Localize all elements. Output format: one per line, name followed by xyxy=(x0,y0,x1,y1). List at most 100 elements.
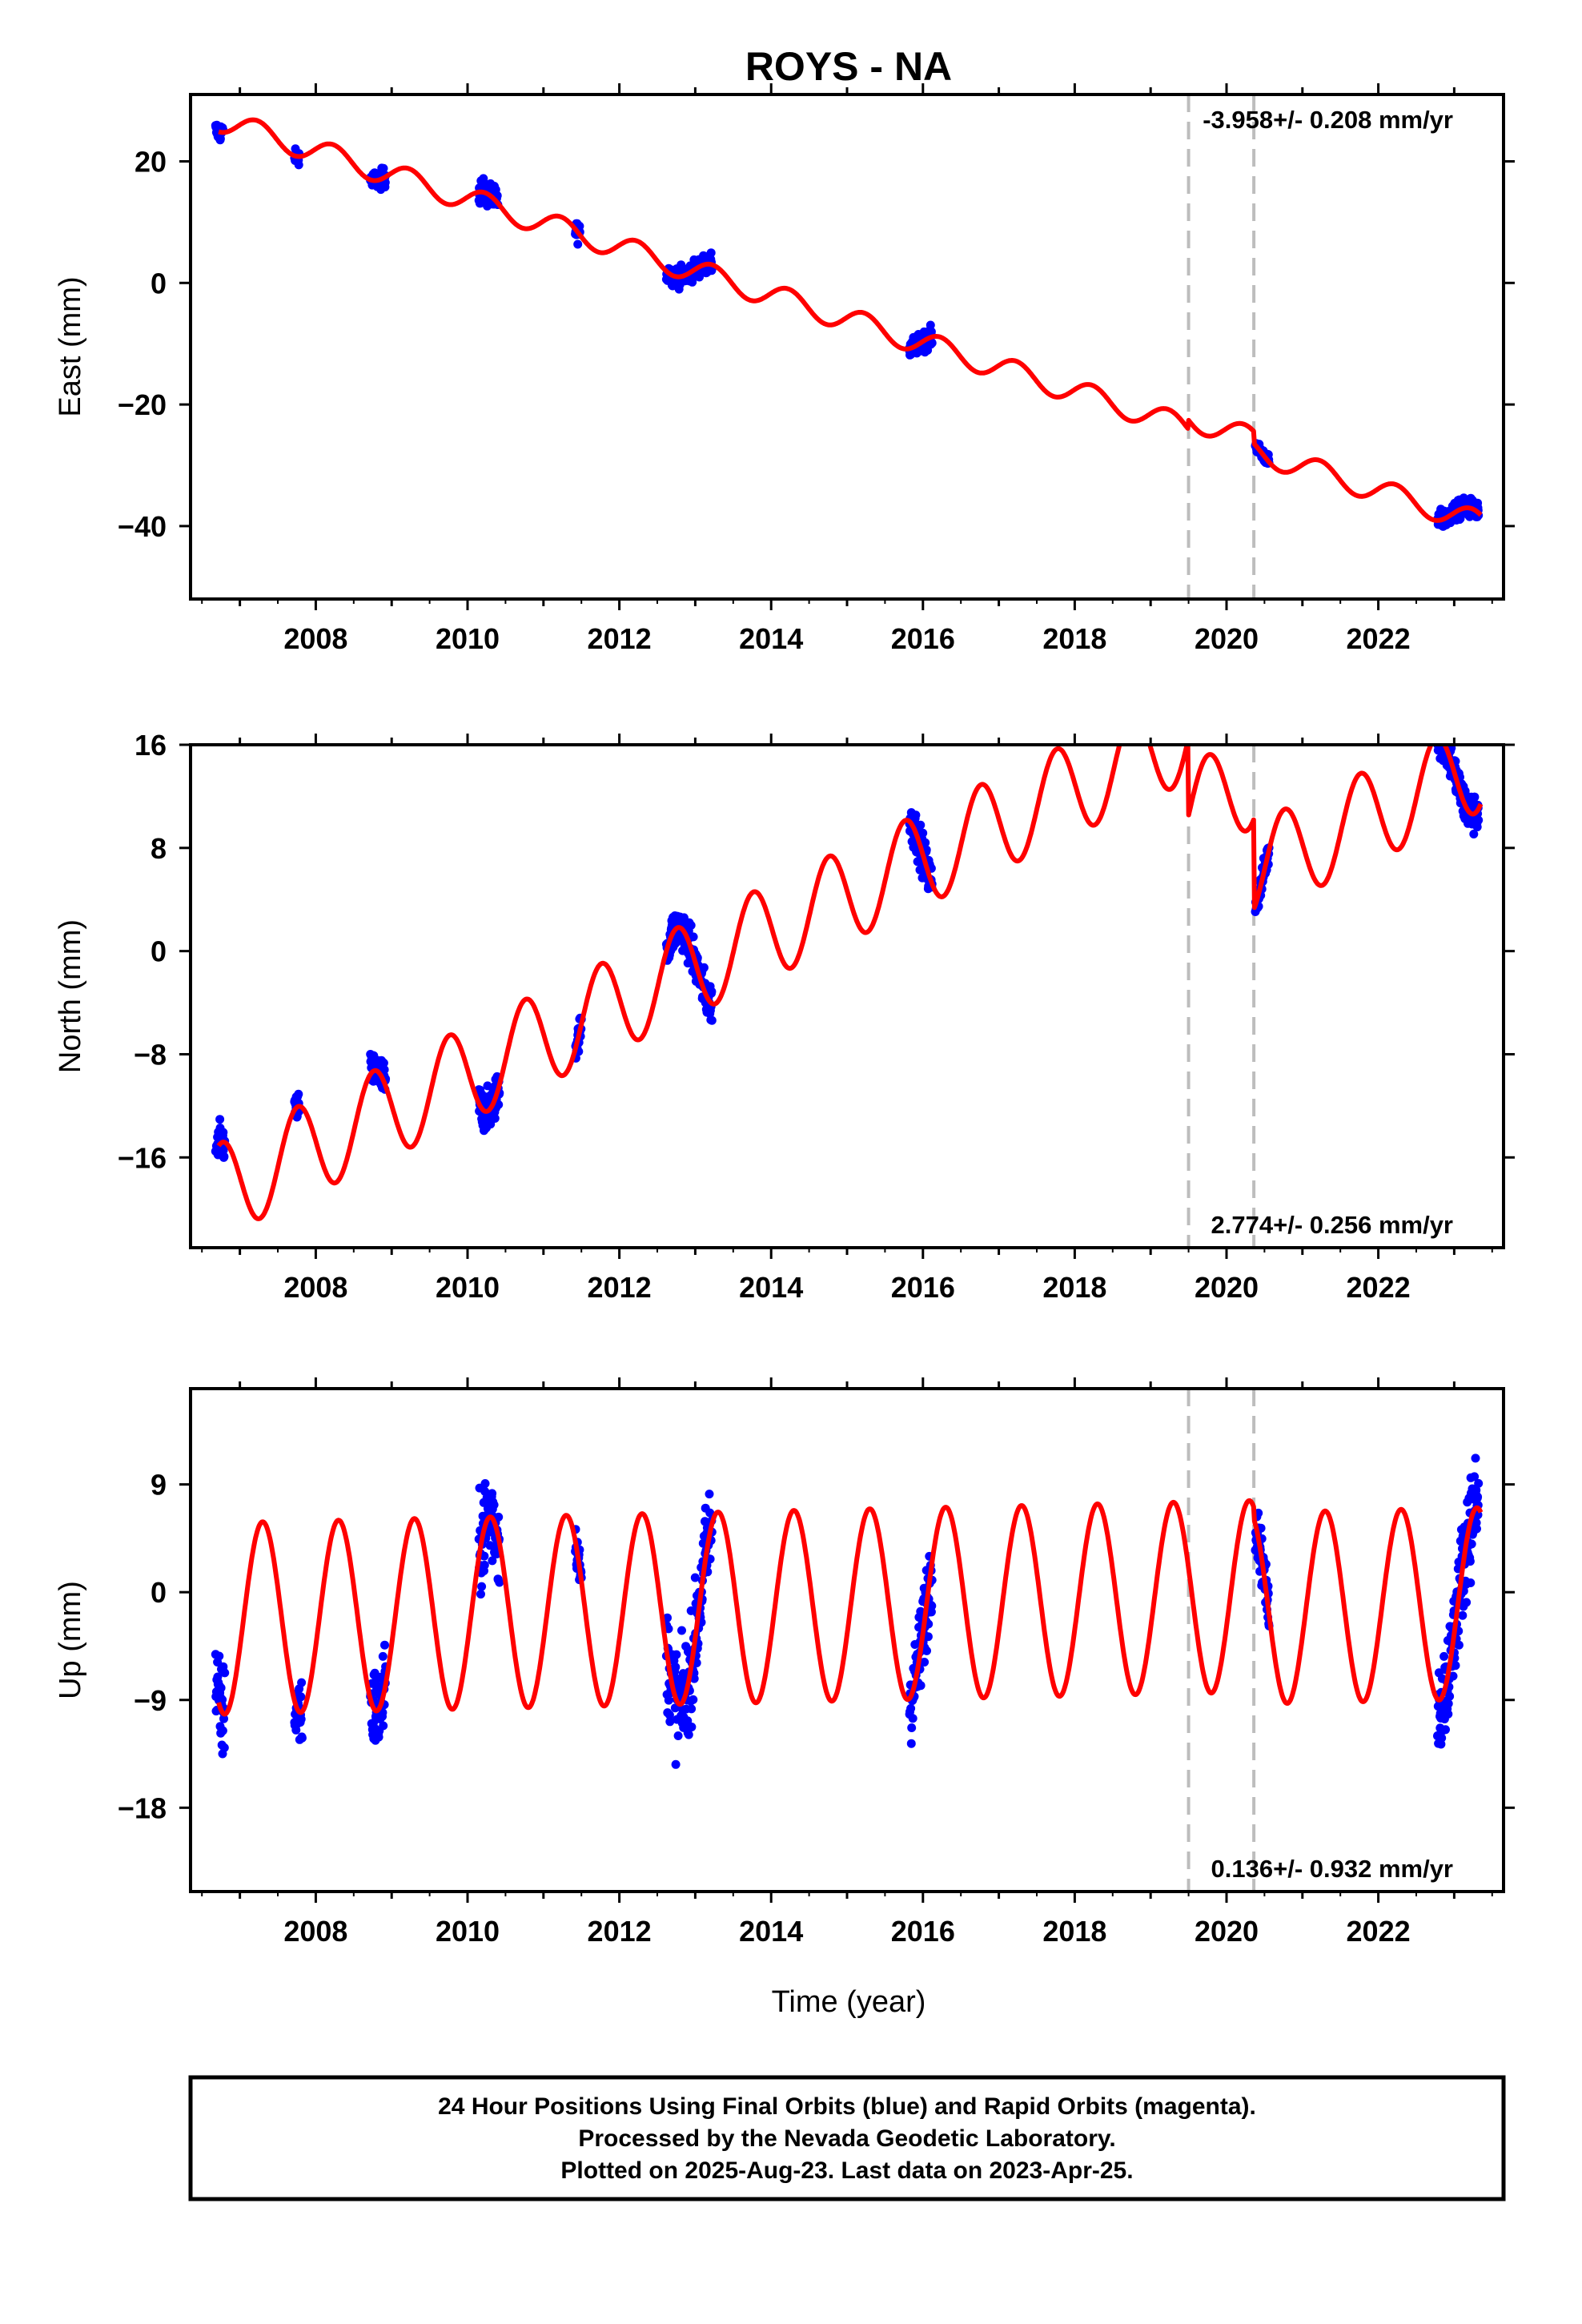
up-y-tick-label-1: −9 xyxy=(134,1684,167,1717)
north-y-tick-label-3: 8 xyxy=(151,832,167,865)
up-data-point-115 xyxy=(476,1590,485,1599)
north-axes: 2008 2010 2012 2014 2016 2018 2020 2022 −16 −8 0 8 1… xyxy=(118,729,1515,1304)
east-data-point-403 xyxy=(926,320,935,330)
east-data-point-408 xyxy=(927,338,937,348)
north-data-point-165 xyxy=(494,1100,504,1109)
north-data-point-274 xyxy=(686,921,696,930)
up-data-point-207 xyxy=(664,1624,673,1634)
up-data-point-232 xyxy=(671,1759,681,1769)
up-y-axis-label: Up (mm) xyxy=(54,1581,87,1699)
up-data-point-27 xyxy=(219,1714,228,1723)
east-x-tick-label-2010: 2010 xyxy=(436,622,500,655)
east-x-tick-label-2020: 2020 xyxy=(1195,622,1259,655)
up-data-point-85 xyxy=(374,1732,383,1742)
up-data-point-291 xyxy=(689,1695,698,1704)
east-data-point-86 xyxy=(379,163,388,173)
north-data-point-318 xyxy=(699,963,709,972)
up-data-point-495 xyxy=(1437,1733,1447,1743)
north-y-tick-label-4: 16 xyxy=(135,729,167,762)
up-data-point-610 xyxy=(1471,1454,1480,1463)
north-data-point-28 xyxy=(219,1152,229,1161)
up-data-point-420 xyxy=(923,1632,933,1642)
up-model-line xyxy=(216,1498,1484,1717)
up-data-point-346 xyxy=(705,1490,714,1499)
up-x-tick-label-2020: 2020 xyxy=(1195,1915,1259,1948)
up-data-point-178 xyxy=(495,1578,504,1587)
up-x-tick-label-2008: 2008 xyxy=(283,1915,347,1948)
east-x-tick-label-2018: 2018 xyxy=(1042,622,1106,655)
up-data-point-30 xyxy=(220,1668,230,1678)
up-x-tick-label-2022: 2022 xyxy=(1347,1915,1411,1948)
up-x-tick-label-2012: 2012 xyxy=(588,1915,652,1948)
up-data-point-12 xyxy=(215,1651,224,1661)
up-data-point-153 xyxy=(488,1489,497,1498)
up-data-point-54 xyxy=(297,1678,307,1687)
up-data-point-592 xyxy=(1465,1557,1475,1566)
north-data-point-153 xyxy=(490,1114,500,1123)
up-data-point-52 xyxy=(296,1692,306,1702)
east-data-point-167 xyxy=(573,239,583,249)
east-x-tick-label-2014: 2014 xyxy=(739,622,803,655)
up-data-point-100 xyxy=(379,1721,388,1731)
north-data-point-606 xyxy=(1472,822,1482,832)
up-data-point-128 xyxy=(480,1560,489,1570)
up-y-tick-label-3: 9 xyxy=(151,1469,167,1502)
north-data-point-392 xyxy=(918,828,928,838)
north-x-tick-label-2012: 2012 xyxy=(588,1271,652,1304)
north-data-point-92 xyxy=(379,1058,388,1068)
up-x-tick-label-2010: 2010 xyxy=(436,1915,500,1948)
footer-line-2: Processed by the Nevada Geodetic Laborat… xyxy=(578,2125,1115,2152)
footer-frame xyxy=(188,2075,1506,2201)
north-data-point-597 xyxy=(1470,792,1480,802)
up-data-point-203 xyxy=(663,1613,672,1622)
up-data-point-130 xyxy=(480,1479,490,1488)
east-x-tick-label-2022: 2022 xyxy=(1347,622,1411,655)
up-data-point-554 xyxy=(1454,1640,1464,1650)
north-data-point-344 xyxy=(707,987,717,996)
north-data-point-345 xyxy=(707,1015,717,1025)
east-y-tick-label-2: 0 xyxy=(151,267,167,300)
north-y-tick-label-0: −16 xyxy=(118,1141,167,1174)
up-data-point-212 xyxy=(665,1717,675,1727)
north-data-point-44 xyxy=(294,1089,303,1099)
north-data-point-400 xyxy=(921,838,930,847)
east-y-tick-label-0: −40 xyxy=(118,510,167,543)
up-data-point-395 xyxy=(916,1681,926,1691)
footer-line-3: Plotted on 2025-Aug-23. Last data on 202… xyxy=(560,2157,1133,2184)
up-data-point-127 xyxy=(480,1551,489,1561)
up-data-point-612 xyxy=(1472,1486,1481,1495)
up-x-tick-label-2018: 2018 xyxy=(1042,1915,1106,1948)
up-data-point-231 xyxy=(671,1663,681,1672)
north-y-axis-label: North (mm) xyxy=(54,919,87,1073)
north-x-tick-label-2014: 2014 xyxy=(739,1271,803,1304)
up-data-point-361 xyxy=(906,1703,916,1713)
footer-line-1: 24 Hour Positions Using Final Orbits (bl… xyxy=(438,2093,1256,2120)
north-data-point-368 xyxy=(911,810,921,820)
east-rate-label: -3.958+/- 0.208 mm/yr xyxy=(1203,106,1453,134)
up-data-point-295 xyxy=(689,1674,699,1683)
east-x-tick-label-2012: 2012 xyxy=(588,622,652,655)
up-rate-label: 0.136+/- 0.932 mm/yr xyxy=(1211,1855,1453,1883)
up-data-point-240 xyxy=(673,1731,683,1740)
north-y-tick-label-2: 0 xyxy=(151,935,167,968)
east-step-lines xyxy=(1186,94,1256,599)
up-data-point-24 xyxy=(218,1726,227,1735)
north-x-tick-label-2010: 2010 xyxy=(436,1271,500,1304)
north-x-tick-label-2020: 2020 xyxy=(1195,1271,1259,1304)
up-data-point-99 xyxy=(378,1651,387,1661)
up-data-point-363 xyxy=(906,1739,916,1748)
up-data-point-53 xyxy=(296,1715,306,1724)
east-y-tick-label-3: 20 xyxy=(135,145,167,178)
up-data-point-508 xyxy=(1441,1725,1450,1735)
up-data-point-154 xyxy=(488,1556,497,1566)
up-x-tick-label-2014: 2014 xyxy=(739,1915,803,1948)
up-y-tick-label-2: 0 xyxy=(151,1576,167,1609)
east-panel: 2008 2010 2012 2014 2016 2018 2020 2022 −40 −20 0 2… xyxy=(54,83,1515,655)
up-data-point-579 xyxy=(1462,1598,1472,1607)
footer-box: 24 Hour Positions Using Final Orbits (bl… xyxy=(188,2075,1506,2201)
north-data-point-25 xyxy=(219,1128,228,1137)
up-data-point-597 xyxy=(1467,1539,1476,1549)
up-data-point-160 xyxy=(489,1500,499,1510)
